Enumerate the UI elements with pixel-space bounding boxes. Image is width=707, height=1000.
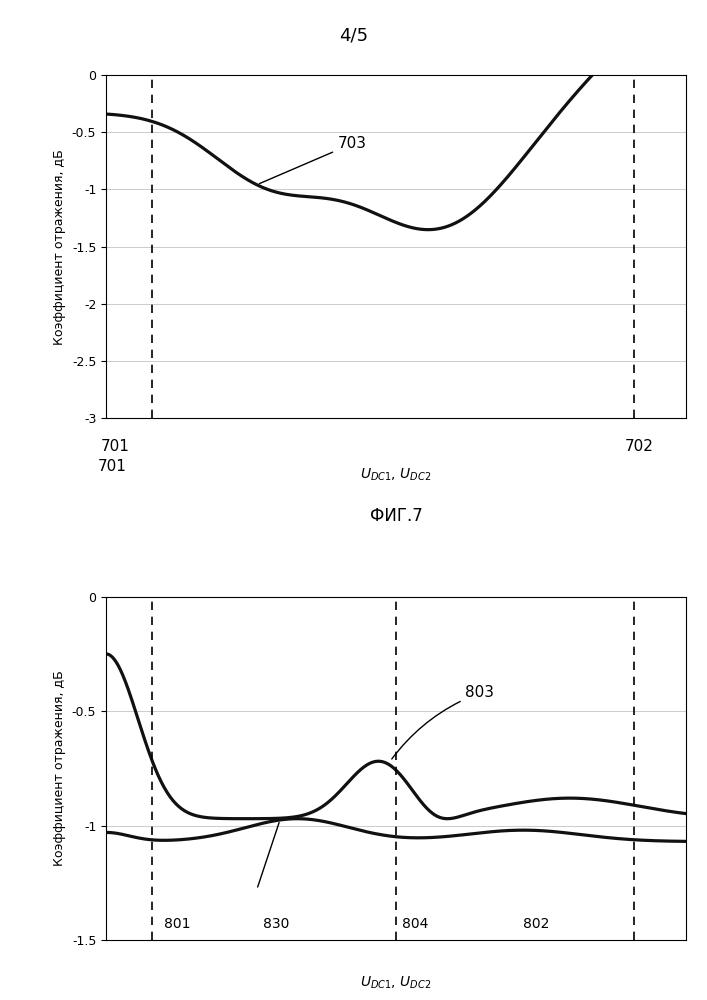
Text: 4/5: 4/5 (339, 26, 368, 44)
Text: ФИГ.7: ФИГ.7 (370, 507, 422, 525)
Y-axis label: Коэффициент отражения, дБ: Коэффициент отражения, дБ (53, 149, 66, 345)
Text: 801: 801 (164, 917, 190, 931)
Text: 803: 803 (392, 685, 494, 759)
Text: 702: 702 (625, 439, 654, 454)
Y-axis label: Коэффициент отражения, дБ: Коэффициент отражения, дБ (53, 670, 66, 866)
Text: 802: 802 (523, 917, 550, 931)
Text: 701: 701 (100, 439, 129, 454)
Text: $U_{DC1}$, $U_{DC2}$: $U_{DC1}$, $U_{DC2}$ (360, 974, 432, 991)
Text: $U_{DC1}$, $U_{DC2}$: $U_{DC1}$, $U_{DC2}$ (360, 466, 432, 483)
Text: 703: 703 (259, 136, 367, 184)
Text: 830: 830 (262, 917, 289, 931)
Text: 701: 701 (98, 459, 127, 474)
Text: 804: 804 (402, 917, 428, 931)
